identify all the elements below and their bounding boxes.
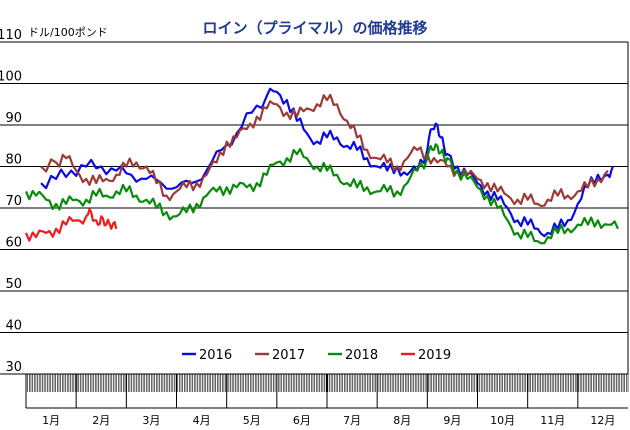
- x-month-label-1: 1月: [42, 414, 60, 427]
- x-axis: 1月 2月 3月 4月 5月 6月 7月 8月 9月 10月 11月 12月: [25, 374, 629, 427]
- x-month-label-3: 3月: [142, 414, 160, 427]
- gridlines: [0, 41, 629, 375]
- y-tick-label-70: 70: [5, 194, 22, 209]
- x-month-label-8: 8月: [393, 414, 411, 427]
- chart-title: ロイン（プライマル）の価格推移: [202, 19, 427, 37]
- y-tick-label-80: 80: [5, 153, 22, 168]
- y-tick-label-30: 30: [5, 360, 22, 375]
- y-tick-label-50: 50: [5, 277, 22, 292]
- x-month-label-10: 10月: [490, 414, 515, 427]
- y-tick-label-40: 40: [5, 319, 22, 334]
- x-month-label-6: 6月: [293, 414, 311, 427]
- x-month-label-2: 2月: [92, 414, 110, 427]
- legend-label-2018: 2018: [345, 348, 378, 363]
- legend-label-2019: 2019: [418, 348, 451, 363]
- y-tick-label-90: 90: [5, 111, 22, 126]
- legend-label-2017: 2017: [272, 348, 305, 363]
- x-month-label-5: 5月: [243, 414, 261, 427]
- series-line-2018: [24, 143, 619, 245]
- legend: 2016 2017 2018 2019: [182, 348, 451, 363]
- x-month-label-12: 12月: [590, 414, 615, 427]
- y-tick-label-100: 100: [0, 70, 22, 85]
- y-axis: 30 40 50 60 70 80 90 100 110: [0, 28, 22, 375]
- x-month-label-9: 9月: [443, 414, 461, 427]
- x-month-label-4: 4月: [193, 414, 211, 427]
- y-tick-label-60: 60: [5, 236, 22, 251]
- x-month-label-11: 11月: [540, 414, 565, 427]
- series-line-2016: [40, 87, 614, 238]
- series-line-2019: [24, 208, 118, 242]
- series-lines: [24, 87, 619, 245]
- legend-label-2016: 2016: [199, 348, 232, 363]
- y-tick-label-110: 110: [0, 28, 22, 43]
- series-line-2017: [40, 93, 609, 207]
- x-month-label-7: 7月: [343, 414, 361, 427]
- y-axis-unit-label: ドル/100ポンド: [28, 26, 108, 39]
